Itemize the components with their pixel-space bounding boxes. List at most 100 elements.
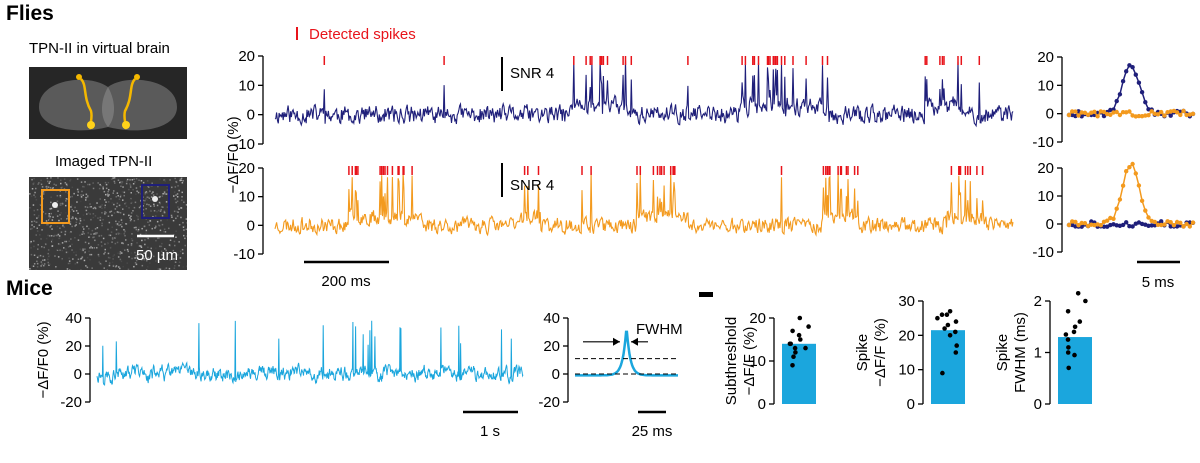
y-tick-label: 0 (552, 366, 560, 383)
orange-roi-box (41, 189, 70, 224)
spike-fwhm-bar-chart: 0 1 2 SpikeFWHM (ms) (994, 291, 1092, 413)
fly-time-scale-label: 200 ms (321, 273, 370, 290)
panel-marker (699, 292, 713, 297)
y-tick-label: 30 (898, 293, 915, 310)
mouse-avg-spike: -20 0 20 40 FWHM (538, 310, 682, 411)
bar-data-point (790, 328, 795, 334)
bar-data-point (935, 315, 940, 321)
bar-ylabel: Subthreshold−ΔF/F (%) (723, 317, 758, 405)
bar-data-point (1072, 352, 1077, 358)
avg-time-scale-label: 25 ms (632, 423, 673, 440)
y-tick-label: 0 (1034, 396, 1042, 413)
bar-data-point (1075, 291, 1081, 296)
mouse-avg-spike-line (575, 330, 678, 377)
virtual-brain-image (29, 67, 187, 139)
mouse-trace-axis: -20 0 20 40 (60, 310, 91, 411)
bar-mean (931, 330, 965, 404)
bar-data-point (1063, 332, 1069, 337)
bar-data-point (803, 345, 808, 351)
avg-spike-line-orange (1068, 162, 1194, 228)
avg-spike-line-navy (1069, 64, 1194, 118)
fwhm-label: FWHM (636, 321, 683, 338)
bar-data-point (954, 343, 959, 348)
y-tick-label: 0 (247, 217, 255, 234)
fly-avg-spike-top: -10 0 10 20 (1032, 49, 1196, 151)
y-tick-label: -20 (60, 394, 82, 411)
y-tick-label: 20 (1037, 160, 1054, 177)
bar-data-point (1071, 329, 1077, 335)
y-tick-label: 0 (1046, 106, 1054, 123)
spike-legend-label: Detected spikes (309, 26, 416, 43)
bar-data-point (792, 345, 798, 351)
detected-spikes-navy (323, 56, 981, 65)
y-tick-label: 40 (543, 310, 560, 327)
bar-data-point (1066, 345, 1071, 350)
bar-data-point (947, 333, 953, 338)
bar-data-point (939, 312, 945, 318)
virtual-brain-label: TPN-II in virtual brain (29, 40, 170, 57)
y-tick-label: 20 (543, 338, 560, 355)
mouse-ylabel: −ΔF/F0 (%) (35, 321, 52, 398)
y-tick-label: 2 (1034, 293, 1042, 310)
bar-data-point (953, 350, 959, 355)
imaged-tpn-label: Imaged TPN-II (55, 153, 153, 170)
y-tick-label: -10 (1032, 134, 1054, 151)
bar-data-point (953, 319, 959, 324)
y-tick-label: 20 (898, 327, 915, 344)
inset-time-scale-label: 5 ms (1142, 274, 1175, 291)
y-tick-label: 20 (749, 310, 766, 327)
bar-data-point (1065, 309, 1071, 314)
y-tick-label: 40 (65, 310, 82, 327)
bar-data-point (798, 337, 803, 342)
flies-section-title: Flies (6, 2, 54, 25)
y-tick-label: -10 (233, 246, 255, 263)
y-tick-label: -10 (1032, 244, 1054, 261)
bar-data-point (945, 322, 951, 328)
bar-data-point (790, 363, 795, 368)
bar-data-point (1072, 324, 1078, 330)
bar-data-point (791, 354, 796, 360)
bar-ylabel: Spike−ΔF/F (%) (854, 318, 889, 387)
bar-data-point (1065, 350, 1071, 355)
y-tick-label: 10 (238, 189, 255, 206)
y-tick-label: 0 (247, 107, 255, 124)
fly-trace-bottom-axis: -10 0 10 20 (233, 160, 264, 263)
navy-roi-box (141, 184, 170, 219)
bar-mean (782, 343, 816, 404)
y-tick-label: 20 (1037, 49, 1054, 66)
bar-data-point (940, 370, 945, 376)
bar-data-point (942, 326, 947, 331)
y-tick-label: 20 (238, 48, 255, 65)
bar-data-point (796, 332, 802, 338)
snr-label-bottom: SNR 4 (510, 177, 554, 194)
fly-trace-orange-line (274, 171, 1014, 237)
imaged-tpn-image (29, 177, 187, 270)
bar-data-point (1077, 319, 1083, 324)
fly-ylabel: −ΔF/F0 (%) (225, 116, 242, 193)
mouse-time-scale-label: 1 s (480, 423, 500, 440)
bar-data-point (947, 309, 953, 314)
fly-scale-bar-label: 50 µm (136, 247, 178, 264)
bar-data-point (1065, 337, 1071, 342)
y-tick-label: 20 (65, 338, 82, 355)
y-tick-label: 0 (1046, 216, 1054, 233)
y-tick-label: 10 (238, 77, 255, 94)
avg-spike-line-orange (1068, 109, 1194, 118)
y-tick-label: 10 (1037, 77, 1054, 94)
bar-ylabel: SpikeFWHM (ms) (994, 312, 1029, 393)
bar-data-point (788, 341, 793, 347)
y-tick-label: -10 (233, 136, 255, 153)
detected-spikes-orange (348, 166, 984, 175)
spike-amplitude-bar-chart: 0 10 20 30 Spike−ΔF/F (%) (854, 293, 965, 413)
y-tick-label: 0 (907, 396, 915, 413)
bar-data-point (953, 329, 958, 335)
fly-trace-top-axis: -10 0 10 20 (233, 48, 264, 153)
y-tick-label: 20 (238, 160, 255, 177)
snr-label-top: SNR 4 (510, 65, 554, 82)
bar-data-point (797, 315, 803, 321)
y-tick-label: 0 (74, 366, 82, 383)
mice-section-title: Mice (6, 277, 53, 300)
bar-data-point (1083, 298, 1088, 304)
